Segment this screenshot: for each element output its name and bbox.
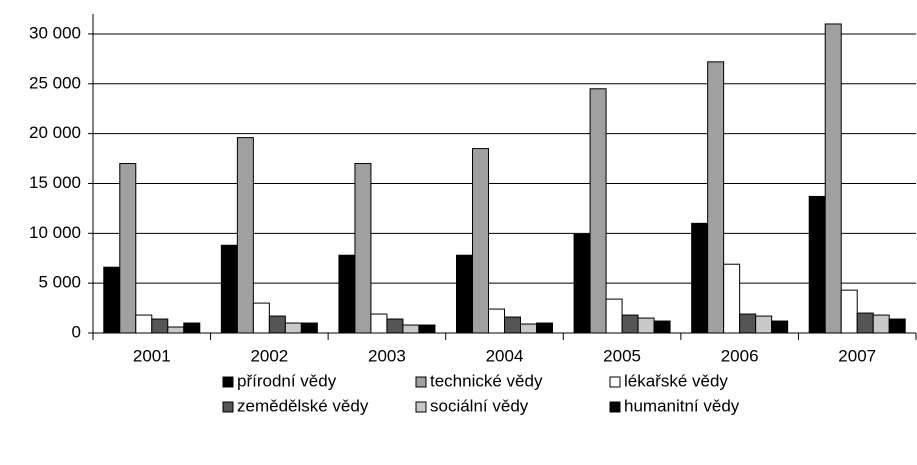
bar: [386, 318, 404, 334]
bar: [472, 148, 489, 334]
legend-label: sociální vědy: [430, 396, 529, 415]
bar: [824, 23, 842, 334]
bar: [418, 324, 436, 334]
bar: [605, 298, 623, 334]
bar: [167, 326, 185, 334]
bar: [504, 316, 521, 334]
bar: [300, 322, 318, 334]
bar: [637, 317, 655, 334]
bar: [220, 244, 238, 334]
y-tick-label: 25 000: [29, 73, 81, 92]
legend-label: zemědělské vědy: [237, 396, 369, 415]
bar: [691, 222, 709, 334]
bar: [135, 314, 153, 334]
bar: [354, 163, 372, 334]
x-tick-label: 2001: [133, 346, 171, 365]
bar: [808, 195, 826, 334]
bar: [252, 302, 270, 334]
x-tick-label: 2002: [250, 346, 288, 365]
y-tick-label: 20 000: [29, 123, 81, 142]
bar: [402, 324, 420, 334]
bar: [284, 322, 302, 334]
y-tick-label: 30 000: [29, 23, 81, 42]
legend-swatch: [222, 401, 234, 413]
bar: [888, 318, 906, 334]
bar: [653, 320, 671, 334]
bar: [589, 88, 607, 334]
bar: [707, 61, 725, 334]
bar: [183, 322, 201, 334]
x-tick-label: 2004: [486, 346, 524, 365]
bar: [856, 312, 874, 334]
x-tick-label: 2003: [368, 346, 406, 365]
legend-swatch: [222, 376, 234, 388]
bar: [621, 314, 639, 334]
bar: [771, 320, 789, 334]
bar: [488, 308, 505, 334]
legend-swatch: [415, 401, 427, 413]
bar: [755, 315, 773, 334]
bar: [338, 254, 356, 334]
bar: [573, 233, 591, 334]
x-tick-label: 2005: [603, 346, 641, 365]
x-tick-label: 2007: [838, 346, 876, 365]
legend-swatch: [609, 401, 621, 413]
y-tick-label: 5 000: [38, 273, 81, 292]
legend-label: lékařské vědy: [624, 371, 728, 390]
y-tick-label: 0: [72, 322, 81, 341]
bar: [520, 323, 537, 334]
legend-swatch: [415, 376, 427, 388]
x-tick-label: 2006: [721, 346, 759, 365]
legend-label: humanitní vědy: [624, 396, 740, 415]
y-tick-label: 15 000: [29, 173, 81, 192]
legend-label: přírodní vědy: [237, 371, 337, 390]
bar: [236, 137, 254, 334]
bar: [151, 318, 169, 334]
bar: [739, 313, 757, 334]
bar: [840, 289, 858, 334]
legend-swatch: [609, 376, 621, 388]
bar: [119, 163, 137, 334]
bar: [103, 266, 121, 334]
legend-label: technické vědy: [430, 371, 543, 390]
y-tick-label: 10 000: [29, 223, 81, 242]
bar: [370, 313, 388, 334]
bar: [268, 315, 286, 334]
bar: [723, 263, 741, 334]
bar: [456, 254, 473, 334]
bar: [872, 314, 890, 334]
bar: [536, 322, 553, 334]
